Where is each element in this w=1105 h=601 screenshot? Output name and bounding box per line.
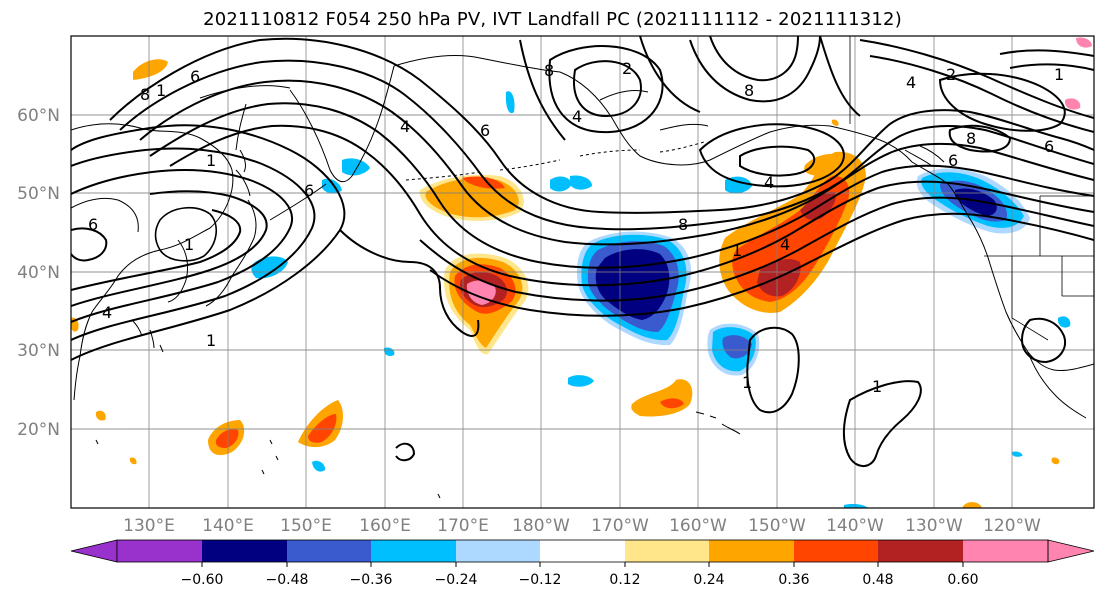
map-frame <box>70 35 1095 509</box>
lon-label: 170°E <box>437 516 489 536</box>
contour-label: 4 <box>764 173 774 192</box>
map-title: 2021110812 F054 250 hPa PV, IVT Landfall… <box>203 9 902 30</box>
contour-label: 1 <box>184 235 194 254</box>
ivt-contours <box>71 36 1094 467</box>
contour-label: 4 <box>572 107 582 126</box>
lon-label: 120°W <box>983 516 1041 536</box>
coastlines <box>71 36 1094 499</box>
contour-label: 6 <box>1044 137 1054 156</box>
lon-label: 180°W <box>512 516 570 536</box>
contour-label: 1 <box>156 81 166 100</box>
colorbar-tick-label: −0.60 <box>181 572 224 588</box>
colorbar-tick-label: −0.24 <box>435 572 478 588</box>
contour-label: 6 <box>948 151 958 170</box>
lat-label: 40°N <box>17 263 60 283</box>
colorbar-extend-low <box>70 539 118 563</box>
contour-label: 8 <box>140 85 150 104</box>
lat-label: 50°N <box>17 184 60 204</box>
longitude-labels: 130°E 140°E 150°E 160°E 170°E 180°W 170°… <box>123 516 1041 536</box>
colorbar-segment <box>963 540 1048 562</box>
contour-label: 1 <box>206 331 216 350</box>
colorbar-segment <box>456 540 540 562</box>
contour-label: 6 <box>480 121 490 140</box>
colorbar-segment <box>540 540 625 562</box>
lat-label: 20°N <box>17 420 60 440</box>
contour-label: 6 <box>190 67 200 86</box>
contour-labels: 6 8 1 6 4 8 4 2 1 6 6 1 8 6 2 1 4 6 8 4 … <box>88 59 1064 396</box>
contour-label: 4 <box>906 73 916 92</box>
colorbar-tick-label: 0.36 <box>778 572 809 588</box>
colorbar-segment <box>709 540 794 562</box>
contour-label: 1 <box>872 377 882 396</box>
contour-label: 4 <box>780 235 790 254</box>
colorbar-tick-label: 0.12 <box>609 572 640 588</box>
contour-label: 4 <box>102 303 112 322</box>
contour-label: 8 <box>966 129 976 148</box>
contour-label: 6 <box>304 181 314 200</box>
colorbar: −0.60 −0.48 −0.36 −0.24 −0.12 0.12 0.24 … <box>70 539 1095 588</box>
contour-label: 1 <box>732 241 742 260</box>
lon-label: 140°E <box>202 516 254 536</box>
colorbar-tick-label: −0.36 <box>350 572 393 588</box>
contour-label: 1 <box>742 373 752 392</box>
contour-label: 1 <box>206 151 216 170</box>
colorbar-segment <box>287 540 371 562</box>
lat-label: 60°N <box>17 106 60 126</box>
colorbar-segment <box>371 540 456 562</box>
contour-label: 8 <box>678 215 688 234</box>
colorbar-segment <box>117 540 202 562</box>
contour-label: 2 <box>622 59 632 78</box>
lon-label: 140°W <box>826 516 884 536</box>
contour-label: 6 <box>88 215 98 234</box>
lon-label: 150°E <box>280 516 332 536</box>
colorbar-segment <box>794 540 878 562</box>
colorbar-tick-label: −0.12 <box>519 572 562 588</box>
lon-label: 130°W <box>905 516 963 536</box>
lon-label: 160°E <box>359 516 411 536</box>
colorbar-segment <box>625 540 709 562</box>
contour-label: 4 <box>400 117 410 136</box>
colorbar-tick-label: 0.60 <box>947 572 978 588</box>
lat-label: 30°N <box>17 341 60 361</box>
contour-label: 2 <box>946 65 956 84</box>
lon-label: 130°E <box>123 516 175 536</box>
lon-label: 150°W <box>748 516 806 536</box>
colorbar-segment <box>202 540 287 562</box>
latitude-labels: 60°N 50°N 40°N 30°N 20°N <box>17 106 60 440</box>
colorbar-tick-label: 0.48 <box>862 572 893 588</box>
colorbar-tick-label: 0.24 <box>693 572 724 588</box>
colorbar-extend-high <box>1047 539 1095 563</box>
contour-label: 1 <box>1054 65 1064 84</box>
colorbar-segment <box>878 540 963 562</box>
contour-label: 8 <box>744 81 754 100</box>
lon-label: 160°W <box>669 516 727 536</box>
lon-label: 170°W <box>591 516 649 536</box>
colorbar-tick-label: −0.48 <box>266 572 309 588</box>
contour-label: 8 <box>544 61 554 80</box>
